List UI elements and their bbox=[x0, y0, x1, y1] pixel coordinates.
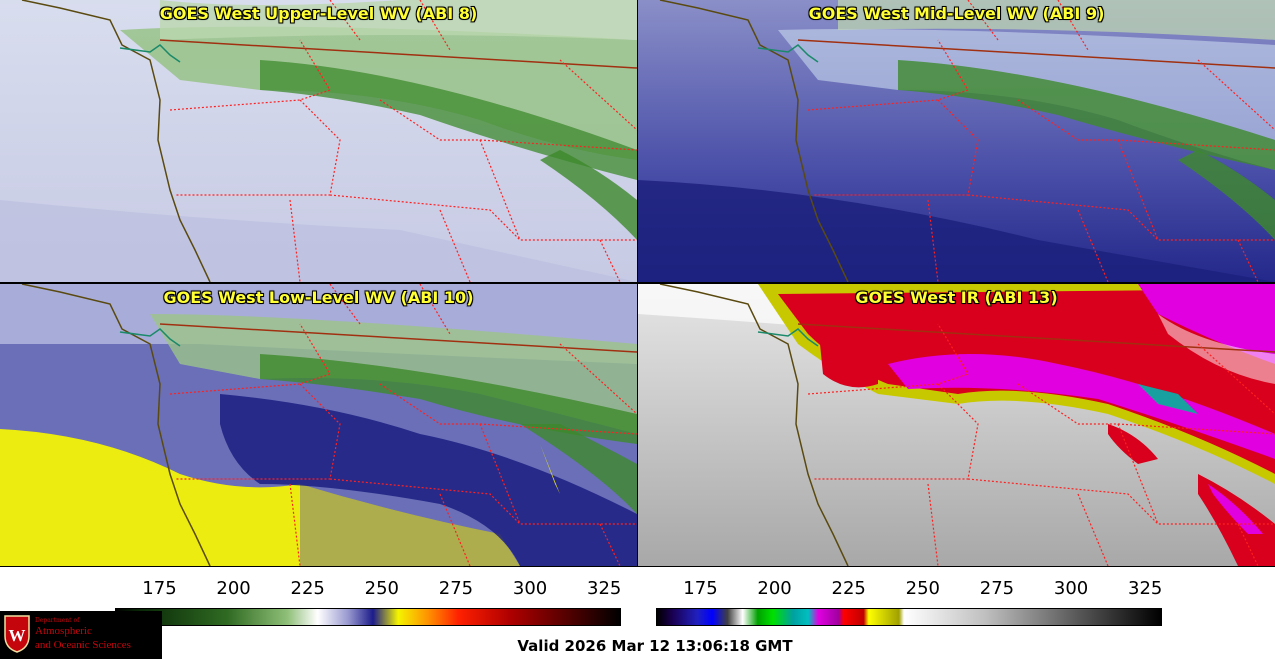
logo-line1-text: Atmospheric bbox=[35, 625, 92, 637]
colorbar-tick: 225 bbox=[290, 578, 325, 599]
logo-line2-text: and Oceanic Sciences bbox=[35, 639, 131, 651]
colorbar-ir: 175 200 225 250 275 300 325 bbox=[656, 576, 1162, 626]
colorbar-ticks: 175 200 225 250 275 300 325 bbox=[115, 576, 621, 600]
panel-title: GOES West Upper-Level WV (ABI 8) bbox=[159, 4, 478, 23]
panel-low-level-wv: GOES West Low-Level WV (ABI 10) bbox=[0, 284, 637, 566]
colorbar-tick: 275 bbox=[438, 578, 474, 599]
map-low-level-wv bbox=[0, 284, 637, 566]
colorbar-tick: 225 bbox=[831, 578, 866, 599]
colorbar-gradient-wv bbox=[115, 608, 621, 626]
colorbar-tick: 250 bbox=[364, 578, 399, 599]
panel-title: GOES West Low-Level WV (ABI 10) bbox=[163, 288, 474, 307]
svg-text:W: W bbox=[9, 626, 26, 645]
colorbar-tick: 200 bbox=[757, 578, 792, 599]
map-mid-level-wv bbox=[638, 0, 1275, 282]
panel-title: GOES West IR (ABI 13) bbox=[855, 288, 1058, 307]
aos-logo: W Department of Atmospheric and Oceanic … bbox=[0, 611, 162, 659]
logo-dept-text: Department of bbox=[35, 617, 80, 624]
panel-mid-level-wv: GOES West Mid-Level WV (ABI 9) bbox=[638, 0, 1275, 282]
colorbar-tick: 250 bbox=[905, 578, 940, 599]
colorbar-tick: 200 bbox=[216, 578, 251, 599]
valid-time: Valid 2026 Mar 12 13:06:18 GMT bbox=[517, 637, 793, 655]
uw-crest-icon: W bbox=[4, 615, 30, 653]
colorbar-tick: 300 bbox=[512, 578, 548, 599]
panel-ir: GOES West IR (ABI 13) bbox=[638, 284, 1275, 566]
colorbar-gradient-ir bbox=[656, 608, 1162, 626]
colorbar-tick: 275 bbox=[979, 578, 1015, 599]
colorbar-ticks: 175 200 225 250 275 300 325 bbox=[656, 576, 1162, 600]
colorbar-tick: 175 bbox=[683, 578, 718, 599]
panel-title: GOES West Mid-Level WV (ABI 9) bbox=[808, 4, 1105, 23]
panel-divider-horizontal bbox=[0, 282, 1275, 284]
map-ir bbox=[638, 284, 1275, 566]
colorbar-tick: 175 bbox=[142, 578, 177, 599]
colorbar-tick: 300 bbox=[1053, 578, 1089, 599]
colorbar-tick: 325 bbox=[586, 578, 622, 599]
colorbar-tick: 325 bbox=[1127, 578, 1163, 599]
panel-bottom-border bbox=[0, 566, 1275, 567]
colorbar-wv: 175 200 225 250 275 300 325 bbox=[115, 576, 621, 626]
panel-upper-level-wv: GOES West Upper-Level WV (ABI 8) bbox=[0, 0, 637, 282]
map-upper-level-wv bbox=[0, 0, 637, 282]
